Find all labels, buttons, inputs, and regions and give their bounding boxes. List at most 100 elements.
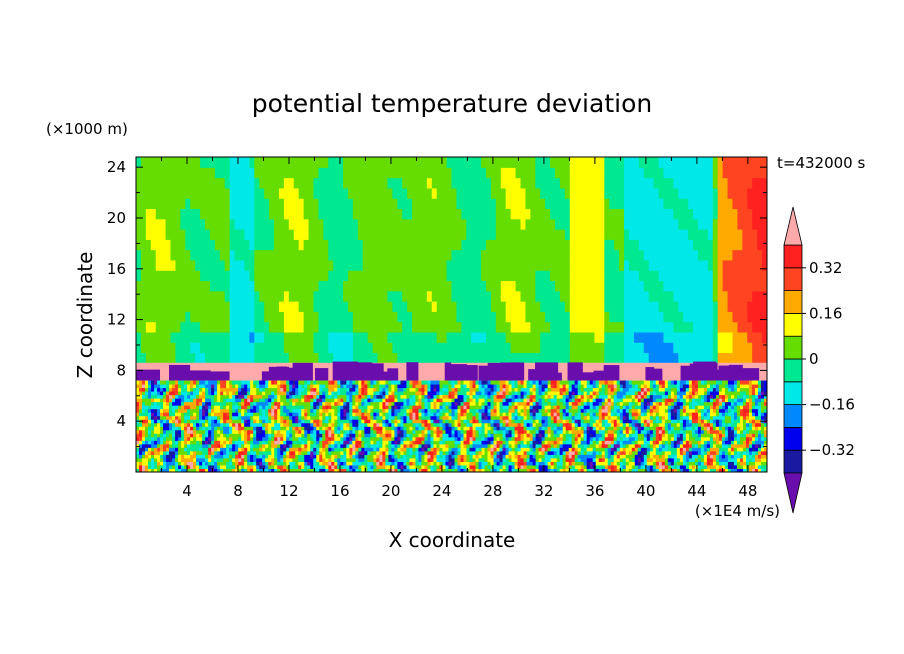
heatmap-cell <box>707 239 714 251</box>
heatmap-cell <box>653 177 660 189</box>
heatmap-cell <box>214 391 218 396</box>
heatmap-cell <box>325 380 329 385</box>
heatmap-cell <box>628 198 635 210</box>
heatmap-cell <box>683 311 689 323</box>
heatmap-cell <box>540 167 546 179</box>
heatmap-cell <box>253 429 257 434</box>
heatmap-cell <box>259 198 265 210</box>
heatmap-cell <box>658 321 665 333</box>
heatmap-cell <box>334 426 338 431</box>
heatmap-cell <box>431 187 438 199</box>
heatmap-cell <box>673 177 679 189</box>
heatmap-cell <box>481 290 487 302</box>
heatmap-cell <box>295 387 299 392</box>
heatmap-cell <box>742 249 748 261</box>
heatmap-cell <box>160 311 167 323</box>
heatmap-cell <box>747 342 753 354</box>
heatmap-cell <box>295 384 299 389</box>
heatmap-cell <box>241 391 245 396</box>
heatmap-cell <box>643 249 650 261</box>
heatmap-cell <box>288 198 295 210</box>
heatmap-cell <box>693 187 699 199</box>
heatmap-cell <box>747 290 753 302</box>
heatmap-cell <box>214 208 221 220</box>
heatmap-cell <box>293 198 300 210</box>
heatmap-cell <box>466 290 472 302</box>
heatmap-cell <box>722 311 729 323</box>
heatmap-cell <box>169 457 173 462</box>
heatmap-cell <box>609 157 615 168</box>
heatmap-cell <box>163 408 167 413</box>
heatmap-cell <box>172 401 176 406</box>
heatmap-cell <box>495 187 502 199</box>
heatmap-cell <box>224 259 231 271</box>
heatmap-cell <box>235 380 239 385</box>
heatmap-cell <box>570 372 594 381</box>
heatmap-cell <box>313 461 317 466</box>
heatmap-cell <box>397 177 403 189</box>
heatmap-cell <box>333 218 339 230</box>
heatmap-cell <box>200 301 206 312</box>
heatmap-cell <box>515 290 522 302</box>
heatmap-cell <box>195 167 201 179</box>
heatmap-cell <box>737 218 743 230</box>
heatmap-cell <box>160 405 164 410</box>
heatmap-cell <box>540 177 546 189</box>
heatmap-cell <box>160 401 164 406</box>
heatmap-cell <box>155 321 162 333</box>
heatmap-cell <box>727 290 734 302</box>
heatmap-cell <box>397 408 401 413</box>
heatmap-cell <box>668 177 674 189</box>
heatmap-cell <box>154 391 158 396</box>
heatmap-cell <box>157 450 161 455</box>
heatmap-cell <box>385 426 389 431</box>
heatmap-cell <box>313 422 317 427</box>
heatmap-cell <box>638 270 645 282</box>
heatmap-cell <box>331 415 335 420</box>
heatmap-cell <box>695 368 713 381</box>
heatmap-cell <box>295 454 299 459</box>
heatmap-cell <box>277 380 281 385</box>
heatmap-cell <box>190 433 194 438</box>
heatmap-cell <box>343 457 347 462</box>
heatmap-cell <box>752 187 758 199</box>
heatmap-cell <box>352 384 356 389</box>
heatmap-cell <box>352 187 359 199</box>
heatmap-cell <box>280 457 284 462</box>
heatmap-cell <box>490 187 497 199</box>
heatmap-cell <box>559 229 566 240</box>
heatmap-cell <box>205 198 211 210</box>
heatmap-cell <box>292 457 296 462</box>
heatmap-cell <box>628 229 635 240</box>
heatmap-cell <box>136 331 142 343</box>
heatmap-cell <box>446 177 453 189</box>
heatmap-cell <box>166 464 170 469</box>
heatmap-cell <box>357 198 364 210</box>
heatmap-cell <box>550 187 556 199</box>
heatmap-cell <box>347 218 354 230</box>
heatmap-cell <box>717 229 724 240</box>
heatmap-cell <box>157 408 161 413</box>
heatmap-cell <box>259 405 263 410</box>
heatmap-cell <box>362 259 369 271</box>
heatmap-cell <box>397 405 401 410</box>
heatmap-cell <box>355 436 359 441</box>
heatmap-cell <box>727 249 734 261</box>
heatmap-cell <box>193 405 197 410</box>
heatmap-cell <box>466 331 472 343</box>
heatmap-cell <box>688 229 694 240</box>
heatmap-cell <box>229 270 236 282</box>
heatmap-cell <box>515 198 522 210</box>
heatmap-cell <box>238 384 242 389</box>
heatmap-cell <box>274 464 278 469</box>
heatmap-cell <box>229 198 236 210</box>
heatmap-cell <box>707 218 714 230</box>
heatmap-cell <box>298 167 305 179</box>
heatmap-cell <box>283 461 287 466</box>
heatmap-cell <box>643 301 650 312</box>
heatmap-cell <box>181 422 185 427</box>
heatmap-cell <box>200 259 206 271</box>
heatmap-cell <box>349 447 353 452</box>
heatmap-cell <box>394 468 398 472</box>
heatmap-cell <box>140 280 147 292</box>
